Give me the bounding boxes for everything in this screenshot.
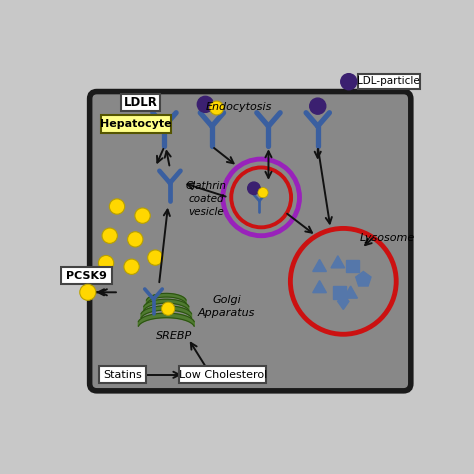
Circle shape	[197, 96, 213, 112]
Circle shape	[292, 229, 395, 333]
Polygon shape	[146, 293, 186, 304]
Circle shape	[102, 228, 118, 243]
Text: Hepatocyte: Hepatocyte	[100, 119, 172, 129]
Circle shape	[128, 232, 143, 247]
Polygon shape	[138, 313, 194, 326]
Polygon shape	[356, 272, 371, 286]
Polygon shape	[344, 286, 357, 298]
Polygon shape	[141, 306, 191, 318]
Text: Lysosome: Lysosome	[359, 233, 415, 243]
Text: Endocytosis: Endocytosis	[206, 102, 273, 112]
Polygon shape	[333, 286, 346, 299]
Text: LDLR: LDLR	[124, 96, 158, 109]
Text: Low Cholesterol: Low Cholesterol	[179, 370, 267, 380]
Polygon shape	[346, 260, 359, 273]
Text: LDL-particle: LDL-particle	[357, 76, 420, 86]
Text: SREBP: SREBP	[155, 331, 191, 341]
Circle shape	[99, 255, 114, 271]
FancyBboxPatch shape	[357, 73, 419, 89]
Text: PCSK9: PCSK9	[66, 271, 107, 281]
Polygon shape	[331, 256, 345, 268]
Polygon shape	[313, 259, 327, 272]
FancyBboxPatch shape	[90, 91, 411, 391]
Circle shape	[80, 284, 96, 301]
Text: Clathrin
coated
vesicle: Clathrin coated vesicle	[186, 181, 227, 218]
Circle shape	[135, 208, 150, 223]
Polygon shape	[337, 293, 349, 310]
Text: Golgi
Apparatus: Golgi Apparatus	[198, 295, 255, 319]
Circle shape	[109, 199, 125, 214]
Circle shape	[341, 73, 357, 90]
Circle shape	[162, 302, 175, 315]
FancyBboxPatch shape	[121, 94, 160, 111]
Polygon shape	[144, 299, 189, 310]
Polygon shape	[313, 281, 327, 292]
FancyBboxPatch shape	[99, 366, 146, 383]
Circle shape	[124, 259, 139, 274]
Text: Statins: Statins	[103, 370, 142, 380]
FancyBboxPatch shape	[180, 366, 266, 383]
Circle shape	[148, 250, 163, 265]
Circle shape	[258, 188, 268, 198]
Circle shape	[248, 182, 260, 194]
Circle shape	[210, 101, 224, 115]
Circle shape	[310, 98, 326, 114]
FancyBboxPatch shape	[101, 115, 172, 133]
FancyBboxPatch shape	[61, 267, 112, 284]
Circle shape	[232, 168, 291, 227]
